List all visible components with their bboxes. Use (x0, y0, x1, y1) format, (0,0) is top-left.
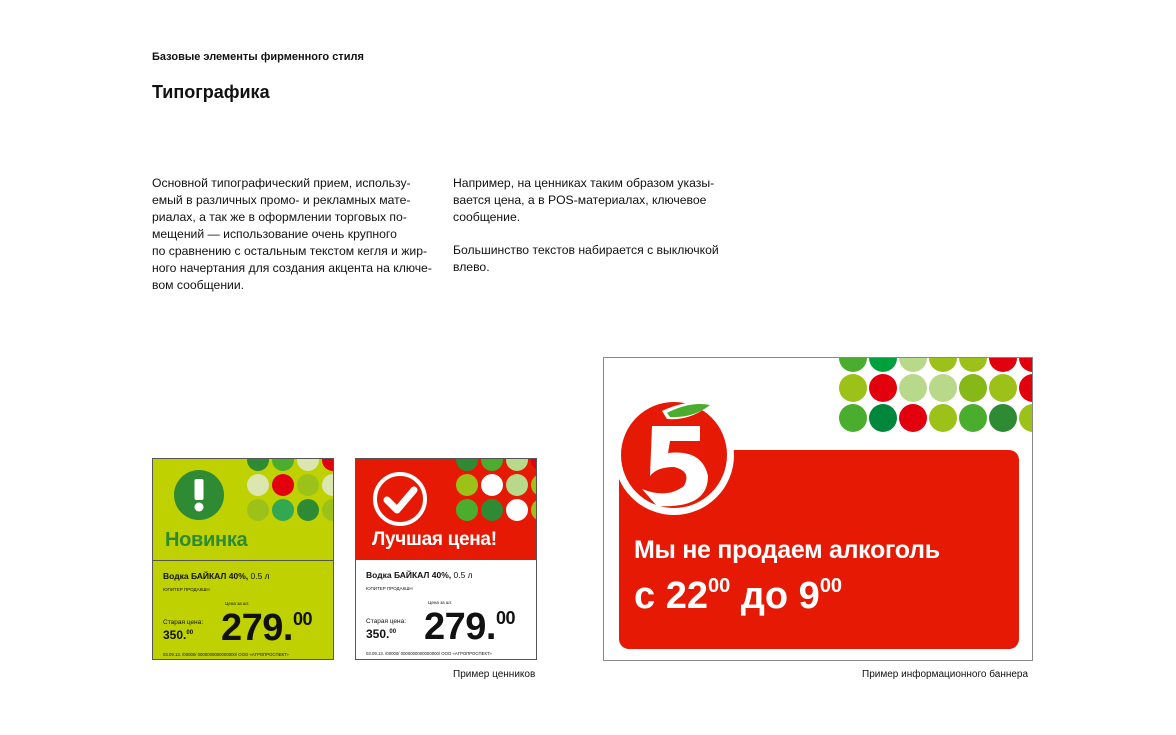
body-text-right-1: Например, на ценниках таким образом указ… (453, 176, 715, 224)
decor-dot (456, 499, 478, 521)
decor-dot (989, 404, 1017, 432)
decor-dot (456, 474, 478, 496)
decor-dot (531, 459, 536, 471)
old-price: 350.00 (163, 628, 194, 642)
decor-dot (1019, 358, 1032, 372)
exclamation-icon (174, 470, 224, 520)
tag-footer: 03.09.13. /00000/ 0000000000000000/ ООО … (163, 652, 289, 657)
price: 279.00 (424, 606, 516, 648)
decor-dot (506, 459, 528, 471)
decor-dot (989, 358, 1017, 372)
price: 279.00 (221, 607, 313, 649)
tag-body: Водка БАЙКАЛ 40%, 0.5 л ЮПИТЕР ПРОДАКШН … (356, 560, 536, 659)
decor-dot (1019, 374, 1032, 402)
product-name: Водка БАЙКАЛ 40%, 0.5 л (366, 570, 473, 580)
info-banner: Мы не продаем алкоголь с 2200 до 900 (603, 357, 1033, 661)
tags-caption: Пример ценников (453, 669, 536, 680)
decor-dot (929, 374, 957, 402)
tag-body: Водка БАЙКАЛ 40%, 0.5 л ЮПИТЕР ПРОДАКШН … (153, 560, 333, 659)
tag-heading: Лучшая цена! (372, 529, 497, 550)
price-tag-best-price: Лучшая цена! Водка БАЙКАЛ 40%, 0.5 л ЮПИ… (355, 458, 537, 660)
decor-dot (322, 474, 333, 496)
decor-dot (506, 499, 528, 521)
tag-header: Новинка (153, 459, 333, 560)
banner-message-box: Мы не продаем алкоголь с 2200 до 900 (619, 450, 1019, 649)
banner-line-1: Мы не продаем алкоголь (634, 536, 940, 564)
decor-dot (959, 358, 987, 372)
decor-dot (839, 404, 867, 432)
section-label: Базовые элементы фирменного стиля (152, 51, 364, 63)
decor-dot (272, 459, 294, 471)
decor-dot (272, 474, 294, 496)
decor-dot (247, 474, 269, 496)
per-unit-label: Цена за шт. (428, 600, 453, 605)
decor-dot (959, 404, 987, 432)
decor-dot (929, 404, 957, 432)
decor-dot (839, 358, 867, 372)
tag-header: Лучшая цена! (356, 459, 536, 560)
product-name: Водка БАЙКАЛ 40%, 0.5 л (163, 571, 270, 581)
decor-dot (481, 499, 503, 521)
decor-dot (481, 459, 503, 471)
decor-dot (456, 459, 478, 471)
body-text-left: Основной типографический прием, использу… (152, 176, 432, 292)
decor-dot (297, 474, 319, 496)
pyaterochka-logo (614, 395, 734, 515)
decor-dot (869, 374, 897, 402)
body-text-right-2: Большинство текстов набирается с выключк… (453, 243, 719, 274)
decor-dot (899, 358, 927, 372)
maker: ЮПИТЕР ПРОДАКШН (366, 586, 413, 591)
decor-dot (989, 374, 1017, 402)
decor-dot (506, 474, 528, 496)
decor-dot (531, 474, 536, 496)
old-price: 350.00 (366, 627, 397, 641)
decor-dot (247, 459, 269, 471)
decor-dot (899, 374, 927, 402)
decor-dot (869, 404, 897, 432)
tag-footer: 03.09.13. /00000/ 0000000000000000/ ООО … (366, 651, 492, 656)
decor-dot (531, 499, 536, 521)
page-title: Типографика (152, 82, 270, 102)
old-price-label: Старая цена: (163, 619, 204, 626)
price-tag-new: Новинка Водка БАЙКАЛ 40%, 0.5 л ЮПИТЕР П… (152, 458, 334, 660)
decor-dot (322, 459, 333, 471)
banner-caption: Пример информационного баннера (862, 669, 1029, 680)
maker: ЮПИТЕР ПРОДАКШН (163, 587, 210, 592)
decor-dot (247, 499, 269, 521)
tag-heading: Новинка (165, 529, 248, 551)
decor-dot (297, 499, 319, 521)
checkmark-icon (373, 472, 427, 526)
per-unit-label: Цена за шт. (225, 601, 250, 606)
decor-dot (272, 499, 294, 521)
decor-dot (481, 474, 503, 496)
banner-line-2: с 2200 до 900 (634, 575, 843, 617)
decor-dot (839, 374, 867, 402)
decor-dot (869, 358, 897, 372)
decor-dot (322, 499, 333, 521)
decor-dot (959, 374, 987, 402)
old-price-label: Старая цена: (366, 618, 407, 625)
decor-dot (1019, 404, 1032, 432)
decor-dot (899, 404, 927, 432)
decor-dot (929, 358, 957, 372)
decor-dot (297, 459, 319, 471)
